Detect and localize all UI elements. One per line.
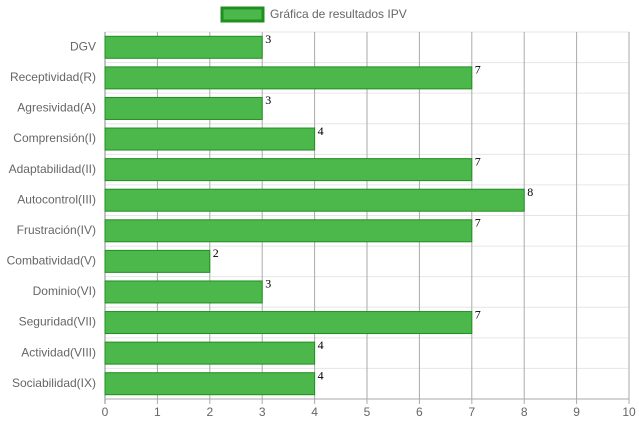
y-tick-label: DGV [70, 39, 96, 53]
bar [104, 188, 525, 212]
data-label: 7 [475, 307, 481, 321]
bar [104, 249, 211, 273]
data-label: 8 [527, 185, 533, 199]
y-tick-label: Frustración(IV) [17, 223, 96, 237]
x-tick-label: 7 [468, 405, 475, 419]
x-tick-label: 9 [573, 405, 580, 419]
y-tick-label: Comprensión(I) [13, 131, 96, 145]
bar [104, 158, 473, 182]
bar [104, 311, 473, 335]
x-tick-label: 2 [206, 405, 213, 419]
legend-label[interactable]: Gráfica de resultados IPV [270, 7, 407, 21]
x-tick-label: 1 [154, 405, 161, 419]
y-tick-label: Agresividad(A) [17, 101, 96, 115]
data-label: 4 [318, 338, 324, 352]
data-label: 7 [475, 63, 481, 77]
x-tick-label: 3 [259, 405, 266, 419]
y-tick-label: Adaptabilidad(II) [9, 162, 96, 176]
data-label: 4 [318, 124, 324, 138]
y-tick-label: Sociabilidad(IX) [12, 376, 96, 390]
x-tick-label: 8 [521, 405, 528, 419]
y-tick-label: Actividad(VIII) [21, 345, 96, 359]
bar [104, 66, 473, 90]
bar [104, 96, 263, 120]
x-tick-label: 10 [622, 405, 636, 419]
bar [104, 219, 473, 243]
y-tick-label: Receptividad(R) [10, 70, 96, 84]
bar [104, 280, 263, 304]
bar [104, 35, 263, 59]
data-label: 3 [265, 93, 271, 107]
bar [104, 127, 316, 151]
data-label: 3 [265, 277, 271, 291]
data-label: 3 [265, 32, 271, 46]
data-label: 7 [475, 154, 481, 168]
data-label: 4 [318, 368, 324, 382]
y-tick-label: Combatividad(V) [7, 254, 96, 268]
y-tick-label: Autocontrol(III) [17, 192, 96, 206]
x-tick-label: 0 [102, 405, 109, 419]
y-tick-label: Dominio(VI) [33, 284, 96, 298]
bar [104, 341, 316, 365]
bar [104, 372, 316, 396]
data-label: 2 [213, 246, 219, 260]
x-tick-label: 5 [364, 405, 371, 419]
x-tick-label: 4 [311, 405, 318, 419]
data-label: 7 [475, 216, 481, 230]
y-tick-label: Seguridad(VII) [19, 315, 96, 329]
legend-swatch[interactable] [220, 6, 265, 23]
x-tick-label: 6 [416, 405, 423, 419]
